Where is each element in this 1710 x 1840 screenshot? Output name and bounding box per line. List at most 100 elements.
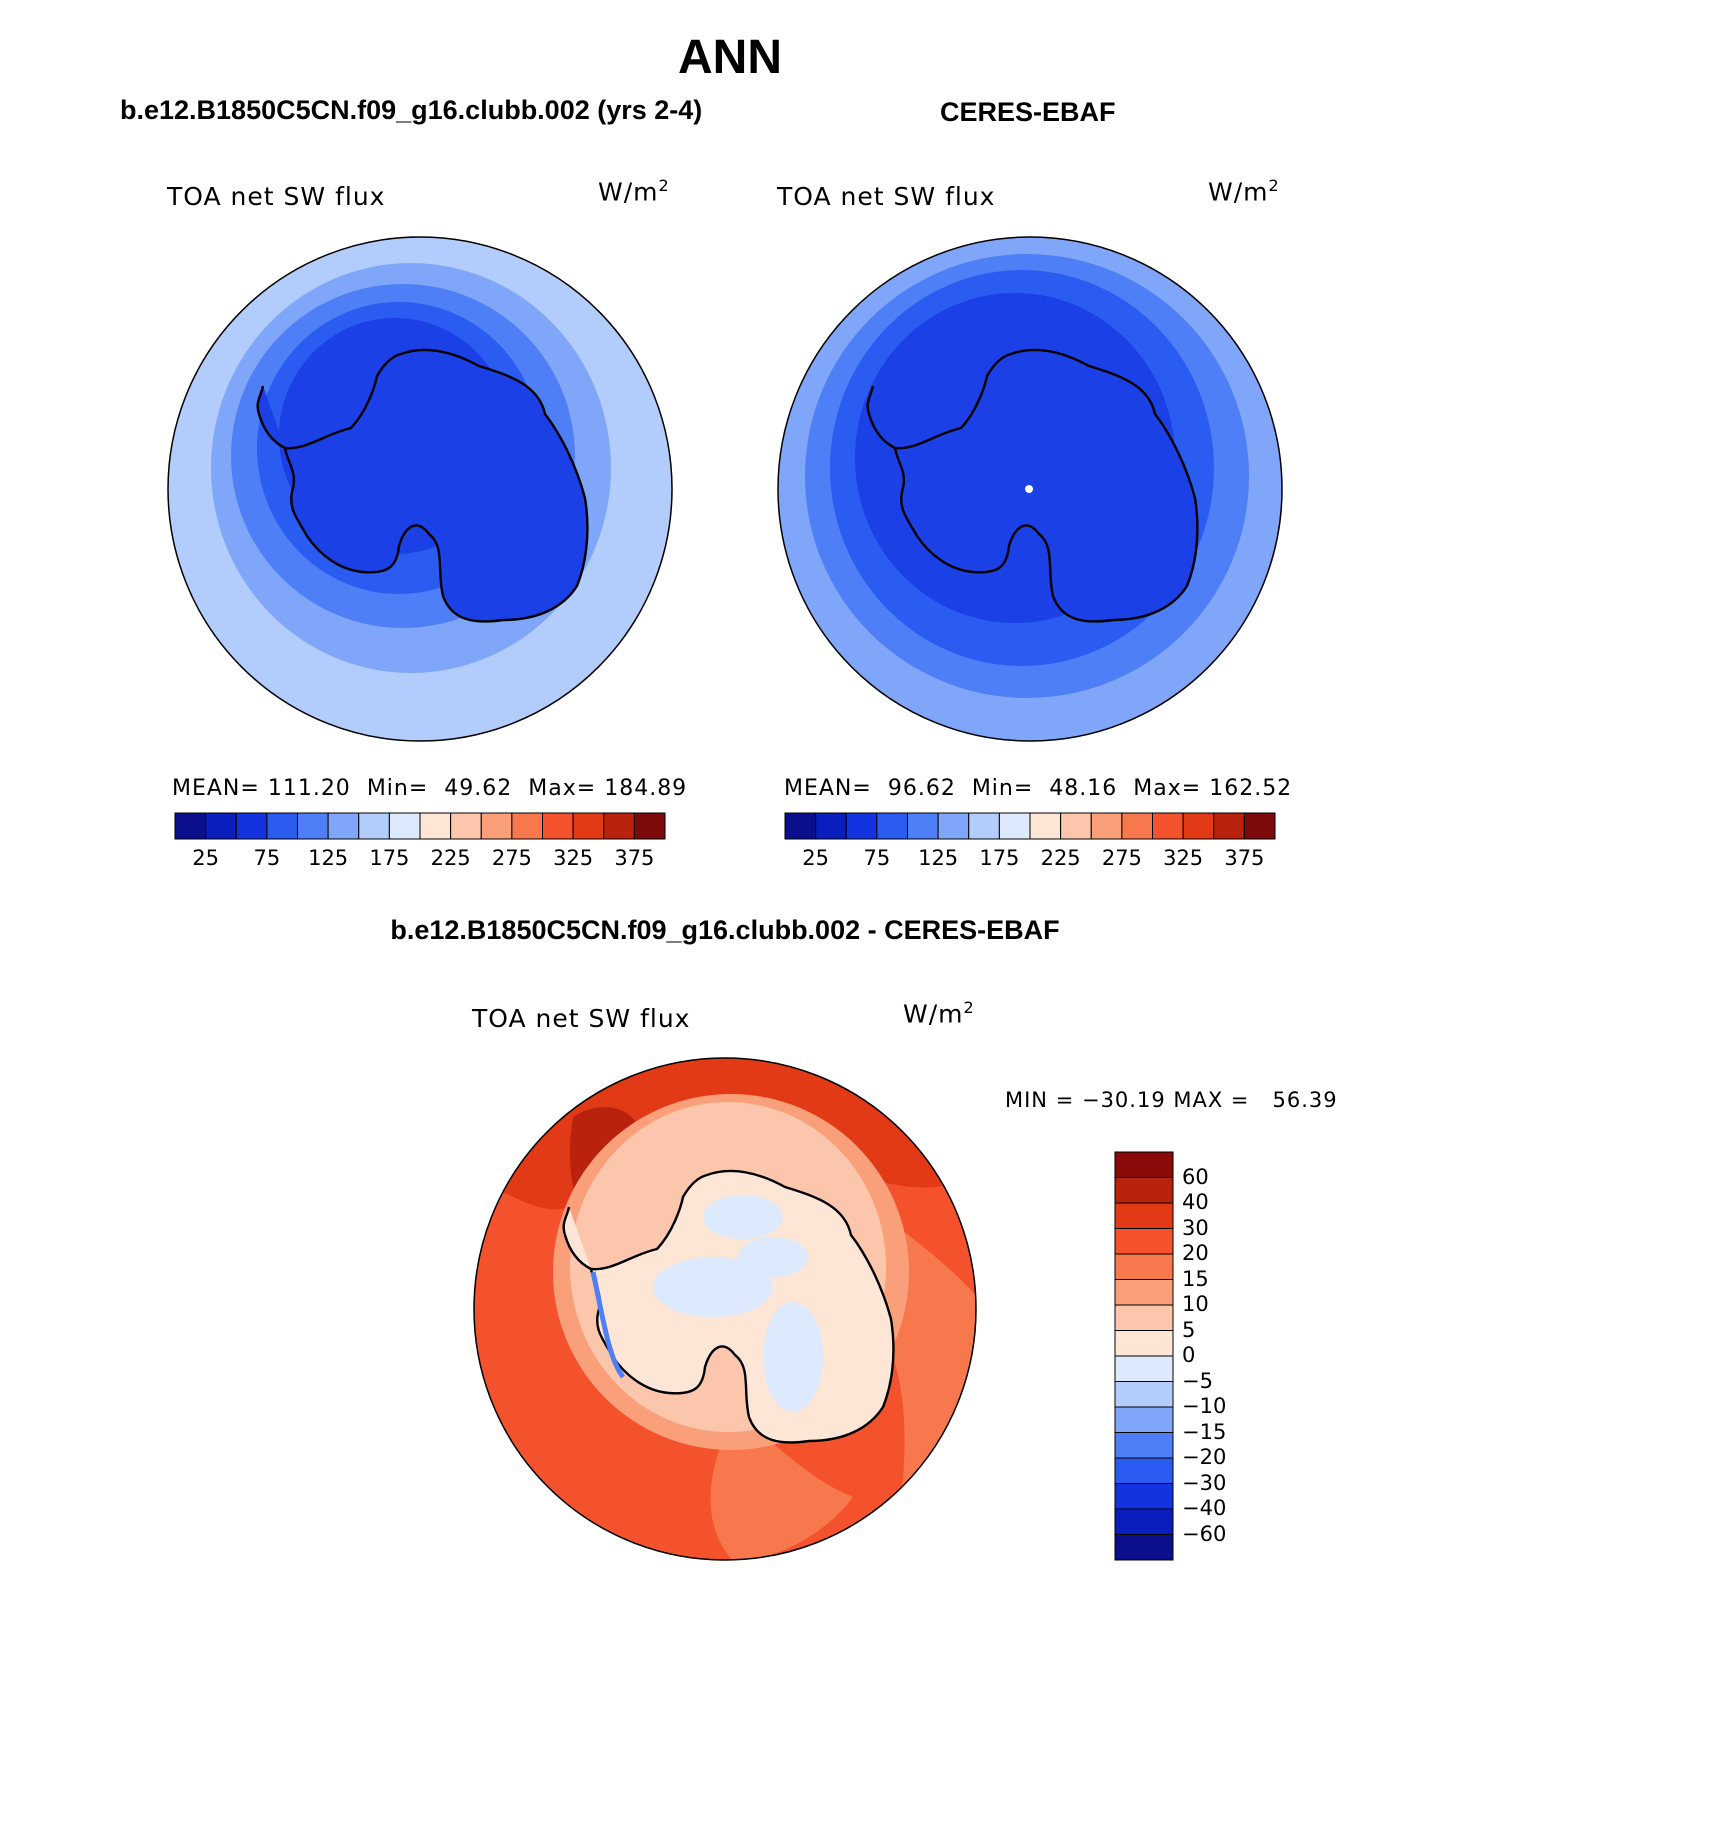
model-colorbar-tick-label: 375 — [614, 846, 655, 870]
model-panel-header: b.e12.B1850C5CN.f09_g16.clubb.002 (yrs 2… — [120, 95, 703, 125]
model-max-label: Max= — [528, 776, 597, 801]
model-colorbar-swatch — [266, 812, 298, 840]
diff-colorbar-tick-label: −5 — [1182, 1368, 1213, 1393]
model-stats: MEAN= 111.20 Min= 49.62 Max= 184.89 — [172, 776, 687, 801]
diff-coastal-negative — [590, 1271, 626, 1379]
obs-colorbar-swatch — [876, 812, 908, 840]
model-colorbar-swatch — [603, 812, 635, 840]
obs-max-value: 162.52 — [1209, 776, 1293, 801]
model-colorbar-swatch — [480, 812, 513, 840]
obs-colorbar-ticks: 25 75 125 175 225 275 325 375 — [785, 846, 1275, 872]
diff-interior-negative — [653, 1195, 823, 1412]
obs-colorbar-swatch — [1060, 812, 1092, 840]
model-map-border — [167, 236, 673, 742]
model-colorbar-swatch — [511, 812, 543, 840]
diff-colorbar-swatch — [1114, 1151, 1174, 1178]
model-antarctica-coastline — [256, 348, 589, 623]
diff-colorbar-swatch — [1114, 1534, 1174, 1561]
model-colorbar-ticks: 25 75 125 175 225 275 325 375 — [175, 846, 665, 872]
obs-colorbar-swatch — [1090, 812, 1123, 840]
obs-mean-value: 96.62 — [887, 776, 956, 801]
model-colorbar-swatch — [388, 812, 421, 840]
model-colorbar-tick-label: 125 — [308, 846, 349, 870]
model-colorbar-tick-label: 325 — [553, 846, 594, 870]
diff-colorbar-tick-label: 5 — [1182, 1317, 1196, 1342]
diff-map-field — [474, 1058, 976, 1560]
obs-colorbar-swatch — [784, 812, 817, 840]
diff-colorbar-tick-label: −30 — [1182, 1470, 1227, 1495]
figure-title: ANN — [678, 31, 782, 84]
obs-colorbar-tick-label: 275 — [1101, 846, 1142, 870]
diff-colorbar-swatch — [1114, 1355, 1174, 1382]
diff-neg-patch-1 — [703, 1195, 783, 1239]
diff-minmax: MIN = −30.19 MAX = 56.39 — [1005, 1088, 1338, 1112]
model-colorbar-swatch — [174, 812, 207, 840]
model-colorbar-tick-label: 75 — [253, 846, 281, 870]
obs-colorbar-swatch — [1121, 812, 1153, 840]
diff-colorbar-swatch — [1114, 1177, 1174, 1204]
diff-colorbar-tick-label: 60 — [1182, 1164, 1209, 1189]
obs-colorbar-tick-label: 225 — [1040, 846, 1081, 870]
obs-panel-header: CERES-EBAF — [940, 97, 1116, 127]
diff-neg-patch-2 — [653, 1257, 773, 1317]
obs-units-sup: 2 — [1268, 176, 1280, 195]
model-colorbar-tick-label: 275 — [491, 846, 532, 870]
diff-colorbar-tick-label: 10 — [1182, 1292, 1209, 1316]
model-colorbar-swatch — [297, 812, 329, 840]
diff-panel-header: b.e12.B1850C5CN.f09_g16.clubb.002 - CERE… — [390, 915, 1060, 945]
obs-units-label: W/m2 — [1208, 176, 1280, 206]
model-colorbar-swatch — [235, 812, 268, 840]
diff-colorbar-tick-label: −10 — [1182, 1394, 1227, 1418]
obs-min-value: 48.16 — [1049, 776, 1118, 801]
model-mean-value: 111.20 — [267, 776, 351, 801]
diff-units-label: W/m2 — [903, 998, 975, 1028]
diff-colorbar-tick-label: 40 — [1182, 1190, 1209, 1214]
diff-colorbar-swatch — [1114, 1202, 1174, 1229]
model-colorbar-swatch — [205, 812, 237, 840]
model-colorbar — [174, 812, 666, 840]
model-mean-label: MEAN= — [172, 776, 260, 801]
diff-colorbar-swatch — [1114, 1406, 1174, 1433]
obs-colorbar-swatch — [1243, 812, 1276, 840]
diff-colorbar-tick-label: −60 — [1182, 1521, 1227, 1546]
obs-colorbar-tick-label: 325 — [1163, 846, 1204, 870]
obs-colorbar-swatch — [1029, 812, 1062, 840]
diff-variable-label: TOA net SW flux — [472, 1004, 691, 1033]
obs-map — [777, 236, 1283, 742]
model-colorbar-swatch — [633, 812, 666, 840]
diff-colorbar — [1114, 1151, 1174, 1561]
diff-units-sup: 2 — [963, 998, 975, 1017]
obs-mean-label: MEAN= — [784, 776, 872, 801]
obs-colorbar-tick-label: 175 — [979, 846, 1020, 870]
diff-colorbar-tick-label: 20 — [1182, 1241, 1209, 1265]
model-units-sup: 2 — [658, 176, 670, 195]
diff-neg-patch-4 — [738, 1237, 808, 1277]
obs-stats: MEAN= 96.62 Min= 48.16 Max= 162.52 — [784, 776, 1292, 801]
model-colorbar-swatch — [358, 812, 390, 840]
diff-colorbar-swatch — [1114, 1381, 1174, 1408]
diff-patch-south — [710, 1417, 853, 1560]
obs-variable-label: TOA net SW flux — [777, 182, 996, 211]
obs-colorbar-swatch — [1152, 812, 1184, 840]
diff-colorbar-swatch — [1114, 1483, 1174, 1510]
diff-colorbar-swatch — [1114, 1457, 1174, 1484]
diff-colorbar-tick-label: 0 — [1182, 1343, 1196, 1367]
diff-colorbar-tick-label: −20 — [1182, 1445, 1227, 1469]
obs-colorbar — [784, 812, 1276, 840]
obs-colorbar-swatch — [907, 812, 939, 840]
model-colorbar-swatch — [419, 812, 452, 840]
diff-colorbar-swatch — [1114, 1228, 1174, 1255]
diff-map-border — [473, 1057, 977, 1561]
model-min-value: 49.62 — [444, 776, 513, 801]
diff-colorbar-tick-label: −40 — [1182, 1496, 1227, 1520]
obs-colorbar-swatch — [998, 812, 1031, 840]
obs-colorbar-swatch — [815, 812, 847, 840]
obs-colorbar-swatch — [937, 812, 970, 840]
model-max-value: 184.89 — [604, 776, 688, 801]
model-colorbar-swatch — [542, 812, 574, 840]
model-colorbar-swatch — [572, 812, 605, 840]
obs-min-label: Min= — [971, 776, 1034, 801]
obs-colorbar-swatch — [845, 812, 878, 840]
obs-south-pole-marker — [1025, 485, 1033, 493]
obs-max-label: Max= — [1133, 776, 1202, 801]
